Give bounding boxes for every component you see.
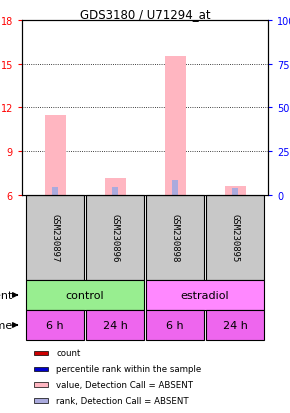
Text: 24 h: 24 h [222, 320, 247, 330]
Text: rank, Detection Call = ABSENT: rank, Detection Call = ABSENT [57, 396, 189, 405]
Text: 6 h: 6 h [46, 320, 64, 330]
Bar [146, 280, 264, 310]
Text: agent: agent [0, 290, 13, 300]
Bar [206, 195, 264, 280]
Text: GSM230898: GSM230898 [171, 214, 180, 262]
Bar [86, 195, 144, 280]
Bar [172, 180, 178, 195]
Text: GSM230895: GSM230895 [231, 214, 240, 262]
Text: GSM230897: GSM230897 [50, 214, 59, 262]
Bar [164, 57, 186, 195]
Text: 6 h: 6 h [166, 320, 184, 330]
Text: time: time [0, 320, 13, 330]
Bar [52, 188, 58, 195]
Bar [26, 195, 84, 280]
Text: estradiol: estradiol [181, 290, 229, 300]
Text: control: control [66, 290, 104, 300]
Bar [34, 367, 48, 371]
Bar [34, 351, 48, 355]
Bar [26, 280, 144, 310]
Text: GSM230896: GSM230896 [110, 214, 119, 262]
Bar [34, 382, 48, 387]
Bar [224, 187, 246, 195]
Text: 24 h: 24 h [103, 320, 127, 330]
Bar [146, 310, 204, 340]
Text: value, Detection Call = ABSENT: value, Detection Call = ABSENT [57, 380, 193, 389]
Bar [34, 399, 48, 403]
Bar [44, 116, 66, 195]
Bar [112, 188, 118, 195]
Bar [86, 310, 144, 340]
Bar [232, 188, 238, 195]
Bar [146, 195, 204, 280]
Text: percentile rank within the sample: percentile rank within the sample [57, 364, 202, 373]
Bar [206, 310, 264, 340]
Bar [26, 310, 84, 340]
Text: count: count [57, 349, 81, 358]
Title: GDS3180 / U71294_at: GDS3180 / U71294_at [80, 8, 210, 21]
Bar [104, 178, 126, 195]
